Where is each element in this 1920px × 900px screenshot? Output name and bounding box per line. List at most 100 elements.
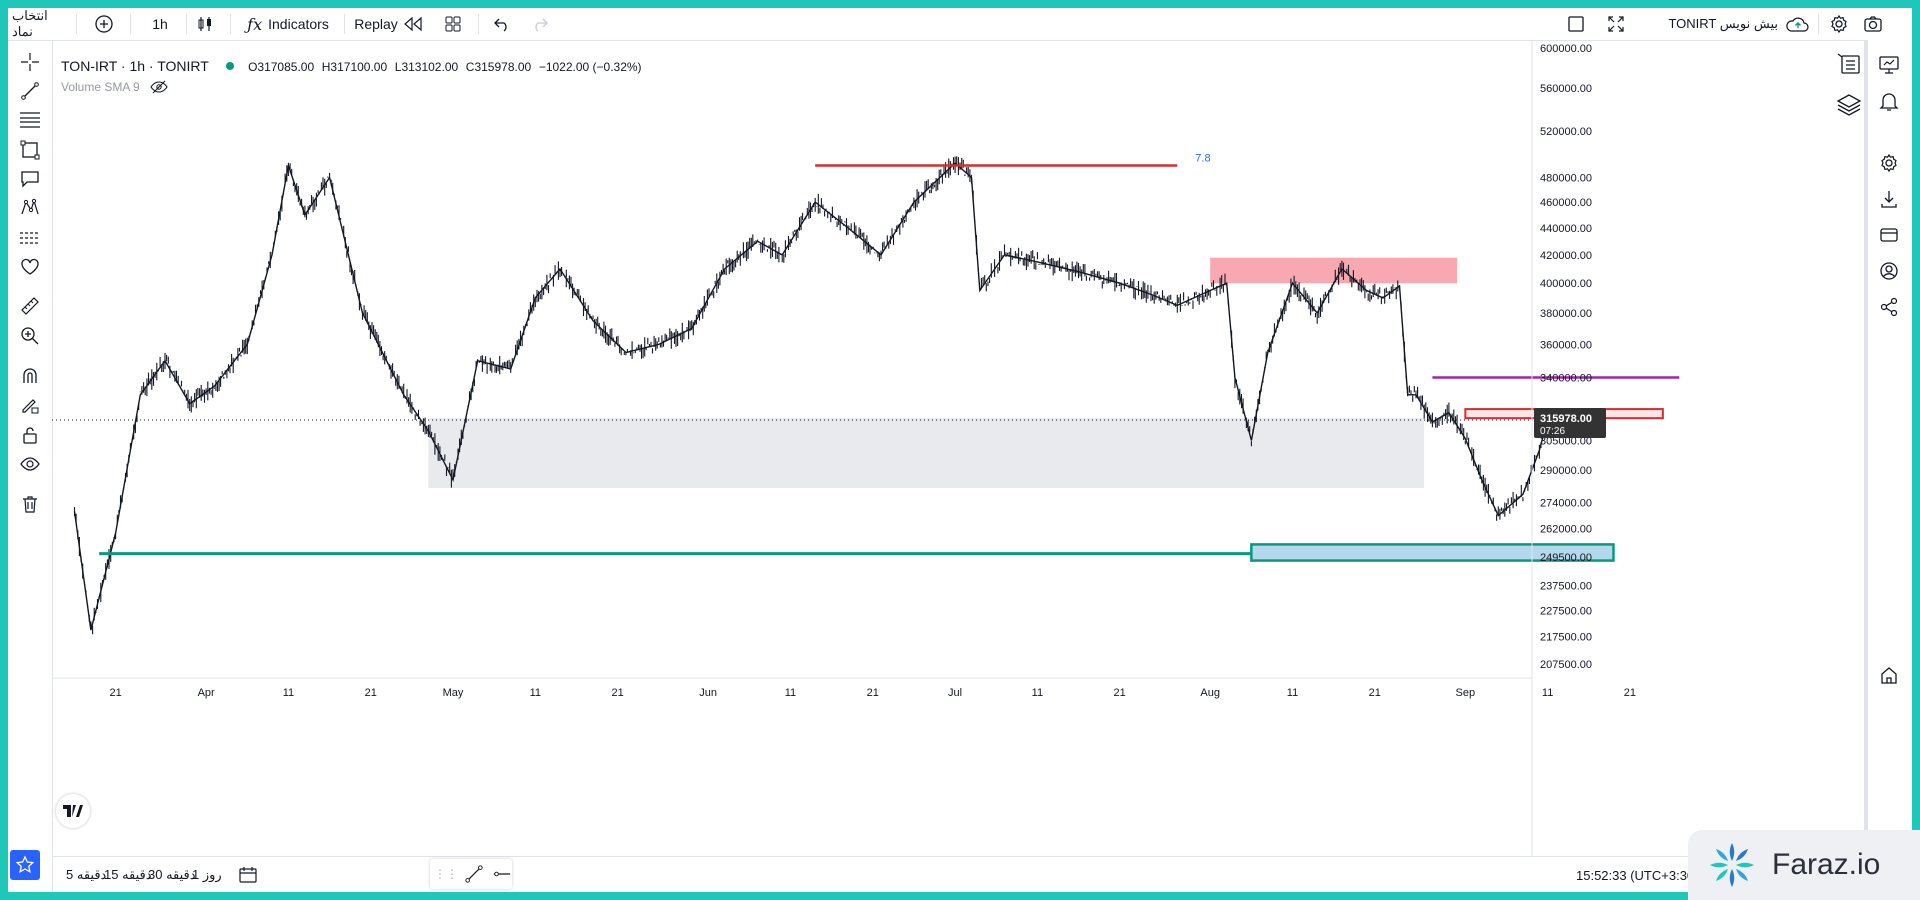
y-tick-label: 420000.00	[1540, 250, 1592, 262]
add-symbol-icon[interactable]	[92, 8, 116, 40]
layers-icon[interactable]	[1836, 92, 1862, 123]
bell-icon[interactable]	[1876, 88, 1902, 114]
tf-30m-label: 30 دقیقه	[148, 867, 196, 882]
lock-icon[interactable]	[18, 423, 42, 447]
legend-title[interactable]: TON-IRT · 1h · TONIRT	[61, 58, 209, 74]
chart-legend: TON-IRT · 1h · TONIRT O317085.00 H317100…	[61, 58, 642, 94]
faraz-logo-icon	[1710, 843, 1754, 887]
date-range-icon[interactable]	[238, 857, 258, 893]
timeframe-5m-button[interactable]: 5 دقیقه	[66, 857, 106, 893]
price-series-line[interactable]	[73, 162, 1549, 631]
rewind-icon	[403, 16, 422, 32]
legend-close: C315978.00	[465, 60, 532, 74]
clock-readout[interactable]: 15:52:33 (UTC+3:30)	[1576, 857, 1698, 893]
redo-icon[interactable]	[528, 8, 552, 40]
legend-change: −1022.00 (−0.32%)	[538, 60, 642, 74]
download-icon[interactable]	[1876, 186, 1902, 212]
function-icon: ƒx	[247, 14, 263, 34]
line-label: 7.8	[1195, 152, 1210, 164]
home-icon[interactable]	[1876, 662, 1902, 688]
settings-icon[interactable]	[1826, 8, 1852, 40]
monitor-icon[interactable]	[1876, 52, 1902, 78]
star-icon[interactable]	[10, 850, 40, 880]
pattern-icon[interactable]	[18, 196, 42, 220]
ruler-icon[interactable]	[18, 294, 42, 318]
last-price-label: 315978.00	[1540, 413, 1592, 425]
hidden-eye-icon[interactable]	[150, 80, 168, 94]
blue-zone[interactable]	[1250, 543, 1615, 562]
magnet-icon[interactable]	[18, 364, 42, 388]
tf-5m-label: 5 دقیقه	[66, 867, 107, 882]
x-tick-label: 21	[1624, 687, 1636, 699]
y-tick-label: 440000.00	[1540, 223, 1592, 235]
right-sidebar	[1864, 40, 1912, 892]
undo-icon[interactable]	[490, 8, 514, 40]
x-tick-label: 21	[612, 687, 624, 699]
callout-icon[interactable]	[18, 167, 42, 191]
candles-icon[interactable]	[192, 8, 218, 40]
fullscreen-square-icon[interactable]	[1564, 8, 1588, 40]
volume-indicator-row[interactable]: Volume SMA 9	[61, 80, 642, 94]
camera-icon[interactable]	[1860, 8, 1886, 40]
pencil-lock-icon[interactable]	[18, 393, 42, 417]
y-tick-label: 290000.00	[1540, 465, 1592, 477]
y-tick-label: 274000.00	[1540, 498, 1592, 510]
y-tick-label: 227500.00	[1540, 606, 1592, 618]
gray-zone[interactable]	[428, 418, 1425, 489]
gear-icon[interactable]	[1876, 150, 1902, 176]
y-tick-label: 305000.00	[1540, 436, 1592, 448]
user-icon[interactable]	[1876, 258, 1902, 284]
chart-pane[interactable]: 7.8 600000.00 560000.00 520000.00 480000.00…	[52, 40, 1830, 856]
fib-icon[interactable]	[18, 108, 42, 132]
trend-line-icon[interactable]	[18, 79, 42, 103]
symbol-search-button[interactable]: انتخاب نماد	[12, 8, 72, 40]
status-dot	[226, 62, 235, 70]
timeframe-15m-button[interactable]: 15 دقیقه	[104, 857, 152, 893]
crosshair-icon[interactable]	[18, 50, 42, 74]
share-icon[interactable]	[1876, 294, 1902, 320]
bar-countdown-label: 07:26	[1540, 426, 1565, 437]
cloud-save-icon[interactable]	[1782, 8, 1812, 40]
tradingview-logo-icon	[56, 794, 90, 828]
eye-icon[interactable]	[18, 452, 42, 476]
watermark-text: Faraz.io	[1772, 848, 1881, 881]
x-tick-label: May	[443, 687, 464, 699]
trash-icon[interactable]	[18, 492, 42, 516]
wallet-icon[interactable]	[1876, 222, 1902, 248]
replay-button[interactable]: Replay	[350, 8, 428, 40]
legend-low: L313102.00	[394, 60, 459, 74]
x-tick-label: 11	[1032, 687, 1043, 699]
rectangle-icon[interactable]	[18, 138, 42, 162]
timeframe-30m-button[interactable]: 30 دقیقه	[148, 857, 196, 893]
trend-line-tool-icon[interactable]	[464, 863, 484, 885]
x-tick-label: 11	[785, 687, 796, 699]
drag-handle-icon[interactable]: ⋮⋮	[434, 867, 458, 881]
y-tick-label: 600000.00	[1540, 43, 1592, 55]
x-tick-label: 11	[1287, 687, 1298, 699]
volume-indicator-label: Volume SMA 9	[61, 80, 140, 94]
price-chart[interactable]: 7.8 600000.00 560000.00 520000.00 480000.00…	[52, 40, 1830, 856]
timeframe-1d-button[interactable]: 1 روز	[192, 857, 222, 893]
interval-button[interactable]: 1h	[142, 8, 178, 40]
clock-label: 15:52:33 (UTC+3:30)	[1576, 867, 1699, 883]
brand-watermark: Faraz.io	[1688, 830, 1920, 900]
price-series-bars	[73, 156, 1547, 635]
prediction-icon[interactable]	[18, 226, 42, 250]
zoom-icon[interactable]	[18, 324, 42, 348]
horizontal-ray-icon[interactable]	[492, 863, 512, 885]
widget-bar	[1830, 40, 1868, 140]
y-tick-label: 400000.00	[1540, 278, 1592, 290]
y-tick-label: 380000.00	[1540, 308, 1592, 320]
floating-drawing-toolbar: ⋮⋮	[430, 859, 512, 889]
watchlist-icon[interactable]	[1836, 52, 1862, 81]
pink-zone[interactable]	[1210, 257, 1458, 284]
indicators-button[interactable]: ƒx Indicators	[238, 8, 338, 40]
x-tick-label: Sep	[1456, 687, 1476, 699]
y-tick-label: 560000.00	[1540, 83, 1592, 95]
layout-grid-icon[interactable]	[440, 8, 466, 40]
expand-icon[interactable]	[1604, 8, 1628, 40]
x-tick-label: 21	[1114, 687, 1126, 699]
y-tick-label: 460000.00	[1540, 197, 1592, 209]
y-tick-label: 217500.00	[1540, 632, 1592, 644]
heart-icon[interactable]	[18, 255, 42, 279]
